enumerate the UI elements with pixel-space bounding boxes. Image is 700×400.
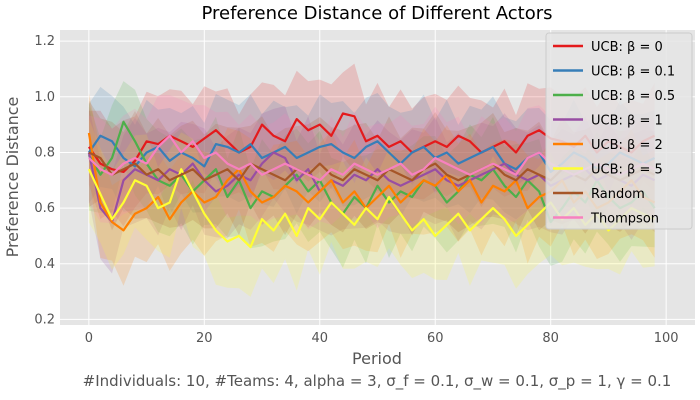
- y-tick-label: 1.2: [34, 34, 55, 49]
- x-tick-label: 40: [311, 331, 328, 346]
- confidence-band: [88, 100, 655, 236]
- y-tick-label: 0.6: [34, 201, 55, 216]
- x-tick-label: 0: [85, 331, 93, 346]
- y-axis-label: Preference Distance: [3, 97, 22, 258]
- legend: UCB: β = 0 UCB: β = 0.1 UCB: β = 0.5 UCB: β…: [545, 32, 693, 230]
- legend-label: UCB: β = 0.1: [591, 65, 675, 80]
- parameter-caption: #Individuals: 10, #Teams: 4, alpha = 3, …: [83, 372, 672, 391]
- y-tick-label: 1.0: [34, 90, 55, 105]
- chart-title: Preference Distance of Different Actors: [201, 3, 552, 24]
- legend-entries: UCB: β = 0 UCB: β = 0.1 UCB: β = 0.5 UCB: β…: [553, 40, 675, 227]
- legend-label: Random: [591, 187, 645, 202]
- legend-label: Thompson: [590, 212, 659, 227]
- legend-label: UCB: β = 0.5: [591, 89, 675, 104]
- y-tick-label: 0.8: [34, 145, 55, 160]
- legend-label: UCB: β = 0: [591, 40, 663, 55]
- confidence-band: [88, 118, 655, 297]
- legend-box: [545, 32, 693, 230]
- x-tick-label: 20: [196, 331, 213, 346]
- y-tick-label: 0.4: [34, 257, 55, 272]
- y-tick-label: 0.2: [34, 312, 55, 327]
- x-tick-label: 60: [427, 331, 444, 346]
- x-tick-label: 80: [542, 331, 559, 346]
- legend-label: UCB: β = 2: [591, 138, 663, 153]
- y-tick-labels: 0.2 0.4 0.6 0.8 1.0 1.2: [34, 34, 55, 327]
- x-axis-label: Period: [352, 349, 402, 368]
- legend-label: UCB: β = 5: [591, 163, 663, 178]
- x-tick-labels: 0 20 40 60 80 100: [85, 331, 679, 346]
- x-tick-label: 100: [654, 331, 679, 346]
- legend-label: UCB: β = 1: [591, 114, 663, 129]
- confidence-band: [88, 95, 655, 230]
- confidence-band: [88, 93, 655, 286]
